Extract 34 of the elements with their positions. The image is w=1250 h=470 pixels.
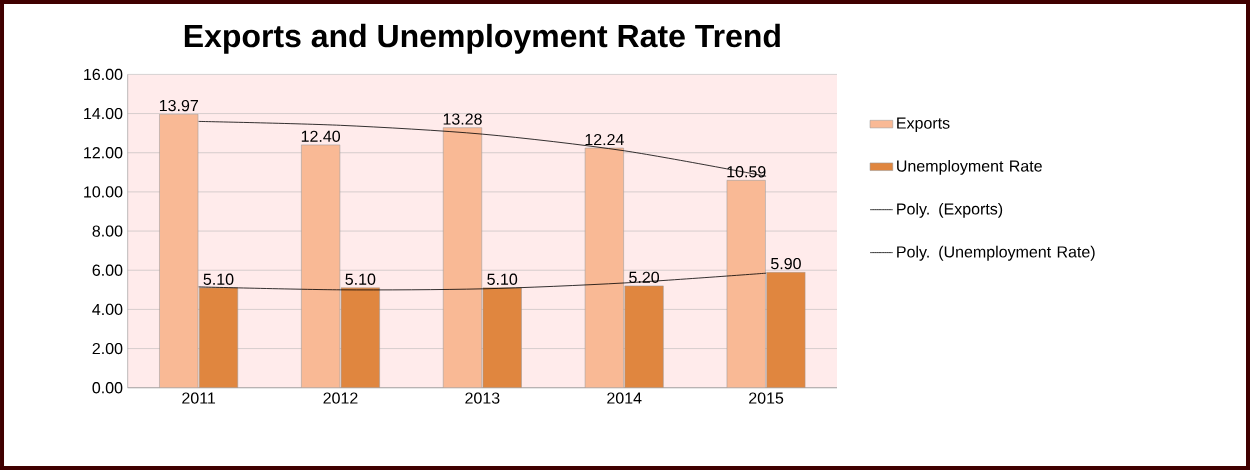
y-tick-label: 10.00 (84, 186, 123, 198)
data-label: 5.20 (629, 271, 660, 283)
legend-label: Poly. (Exports) (897, 202, 1003, 218)
x-tick-label: 2015 (749, 392, 784, 404)
chart-title: Exports and Unemployment Rate Trend (184, 23, 780, 54)
data-label: 13.97 (159, 99, 198, 112)
legend-label: Exports (897, 117, 950, 132)
data-label: 13.28 (443, 113, 482, 125)
data-label: 5.10 (203, 273, 234, 285)
line-series (198, 272, 767, 291)
x-tick-label: 2013 (465, 392, 500, 404)
x-tick-label: 2014 (607, 392, 642, 404)
bar (442, 127, 483, 388)
data-label: 5.10 (345, 273, 376, 285)
y-tick-label: 14.00 (84, 107, 123, 120)
data-label: 12.24 (585, 133, 624, 146)
data-label: 5.10 (487, 273, 518, 285)
y-tick-label: 12.00 (84, 147, 123, 159)
bar (159, 113, 199, 388)
bar (584, 147, 624, 388)
y-tick-label: 16.00 (84, 68, 123, 81)
y-tick-label: 2.00 (92, 342, 123, 355)
y-tick-label: 8.00 (92, 225, 123, 237)
y-tick-label: 0.00 (92, 382, 123, 394)
legend-label: Unemployment Rate (897, 159, 1042, 175)
data-label: 12.40 (301, 130, 341, 142)
x-tick-label: 2011 (182, 392, 216, 404)
legend-label: Poly. (Unemployment Rate) (897, 245, 1095, 261)
y-tick-label: 4.00 (92, 303, 123, 316)
bar (301, 144, 341, 388)
y-tick-label: 6.00 (92, 264, 123, 276)
bar (726, 180, 766, 388)
x-tick-label: 2012 (323, 392, 358, 404)
data-label: 5.90 (771, 257, 801, 270)
